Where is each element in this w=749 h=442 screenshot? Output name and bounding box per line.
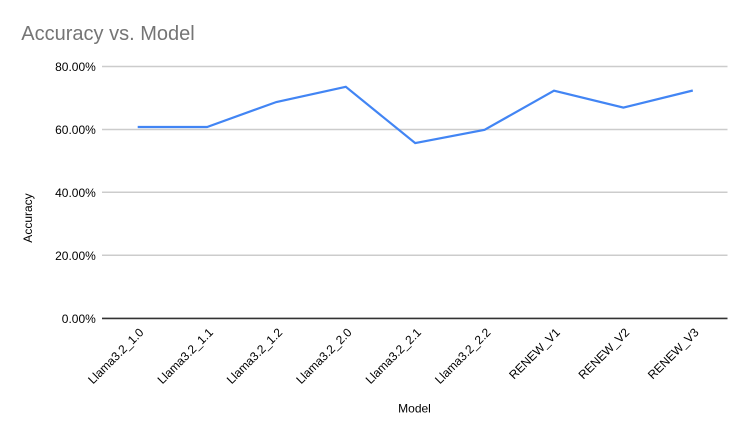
svg-text:20.00%: 20.00% <box>55 249 96 263</box>
svg-text:Accuracy vs. Model: Accuracy vs. Model <box>21 23 194 45</box>
svg-text:80.00%: 80.00% <box>55 60 96 74</box>
svg-text:0.00%: 0.00% <box>62 312 96 326</box>
svg-text:Model: Model <box>398 402 431 416</box>
svg-text:60.00%: 60.00% <box>55 123 96 137</box>
svg-text:40.00%: 40.00% <box>55 186 96 200</box>
svg-text:Accuracy: Accuracy <box>21 193 35 242</box>
